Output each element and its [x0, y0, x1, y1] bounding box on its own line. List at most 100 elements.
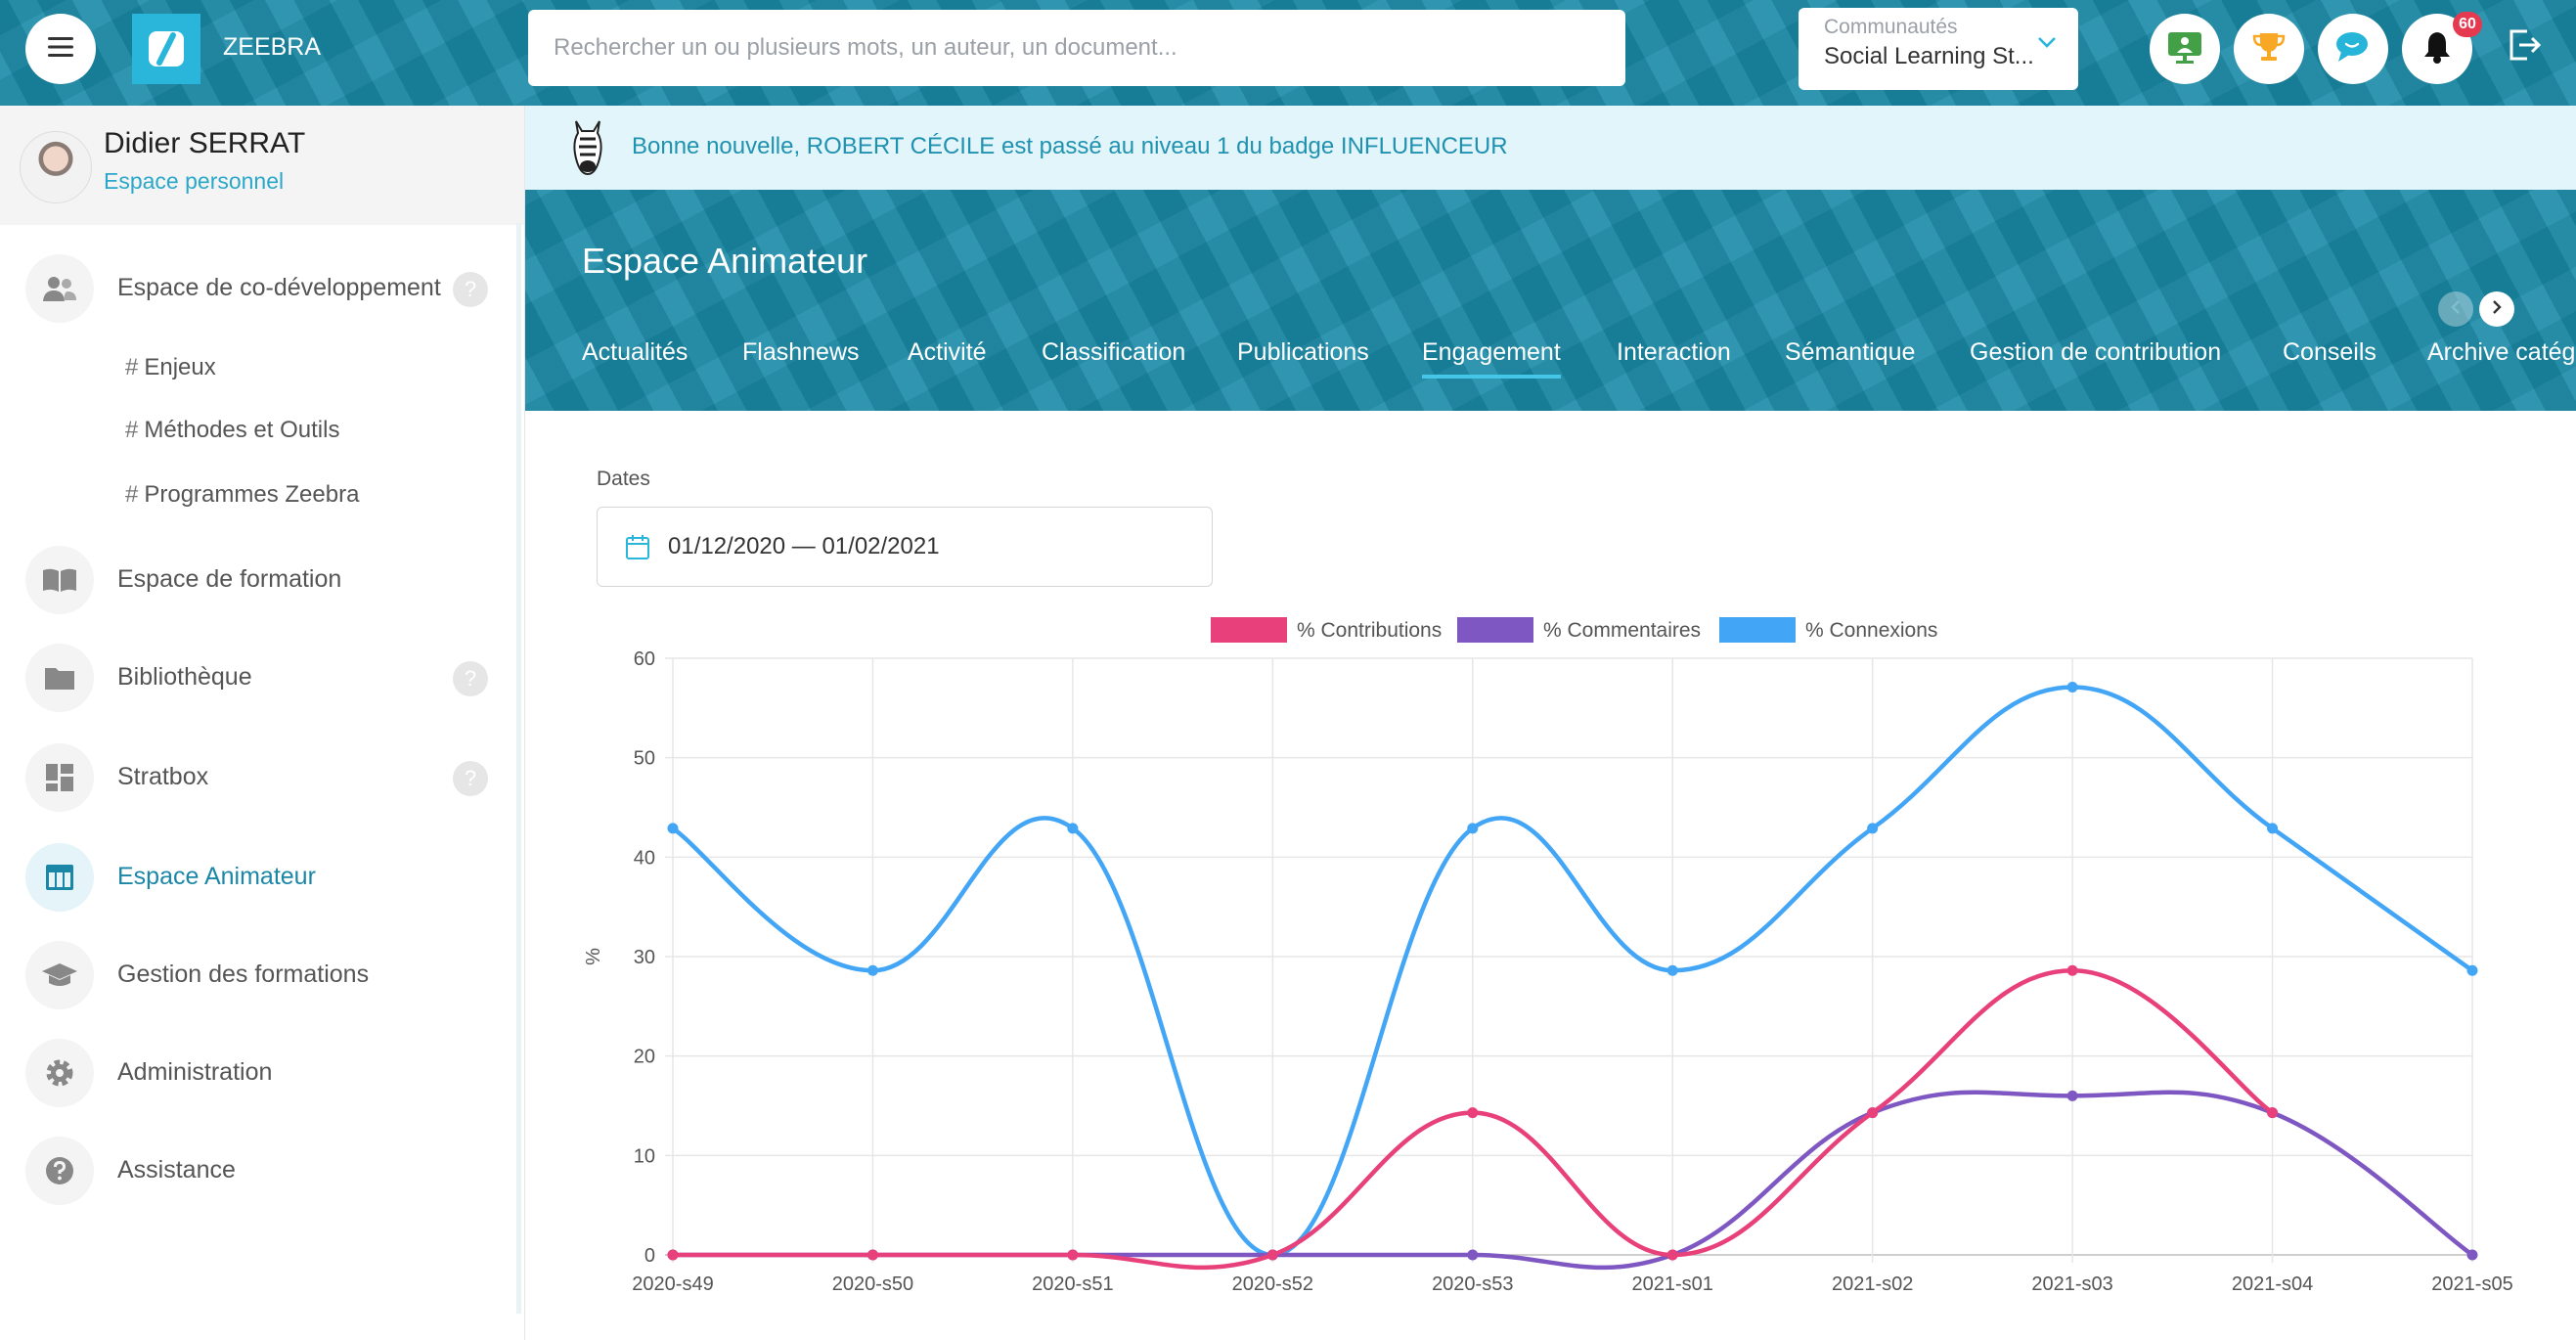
tabs-next-button[interactable] — [2479, 291, 2514, 327]
series-line — [673, 967, 2274, 1271]
trophy-button[interactable] — [2234, 14, 2304, 84]
notification-text: Bonne nouvelle, ROBERT CÉCILE est passé … — [632, 133, 1508, 159]
legend-label[interactable]: % Contributions — [1297, 619, 1442, 642]
trophy-icon — [2251, 29, 2287, 69]
data-point[interactable] — [2267, 1107, 2279, 1119]
legend-label[interactable]: % Commentaires — [1543, 619, 1701, 642]
data-point[interactable] — [866, 1249, 878, 1261]
chart-series — [667, 681, 2478, 1271]
personal-space-link[interactable]: Espace personnel — [104, 168, 285, 194]
sidebar-scrollbar[interactable] — [516, 223, 521, 1314]
tab-archive-categories[interactable]: Archive catég — [2427, 338, 2576, 366]
data-point[interactable] — [1266, 1249, 1278, 1261]
presentation-button[interactable] — [2150, 14, 2220, 84]
hash-icon: # — [125, 417, 139, 443]
series-line — [673, 1090, 2474, 1271]
tab-conseils[interactable]: Conseils — [2283, 338, 2376, 366]
graduation-cap-icon — [25, 941, 94, 1009]
data-point[interactable] — [2066, 1090, 2078, 1101]
sidebar-subitem-methodes[interactable]: # Méthodes et Outils — [125, 417, 339, 444]
tab-interaction[interactable]: Interaction — [1617, 338, 1731, 366]
brand-name: ZEEBRA — [223, 33, 322, 61]
sidebar-item-co-development[interactable]: Espace de co-développement ? — [0, 248, 524, 327]
sidebar-item-label: Espace de co-développement — [117, 274, 441, 301]
sidebar-subitem-programmes[interactable]: # Programmes Zeebra — [125, 481, 359, 509]
question-circle-icon — [25, 1137, 94, 1205]
avatar[interactable] — [20, 131, 92, 203]
data-point[interactable] — [1666, 964, 1678, 976]
search-input[interactable] — [528, 10, 1625, 86]
sidebar-item-assistance[interactable]: Assistance — [0, 1131, 524, 1209]
hash-icon: # — [125, 481, 139, 508]
sidebar-subitem-label: Méthodes et Outils — [144, 417, 340, 443]
data-point[interactable] — [1467, 1107, 1479, 1119]
y-tick-label: 30 — [634, 947, 655, 968]
sidebar-item-formation[interactable]: Espace de formation — [0, 540, 524, 618]
data-point[interactable] — [866, 964, 878, 976]
sidebar-item-label: Administration — [117, 1058, 273, 1086]
data-point[interactable] — [667, 1249, 679, 1261]
profile-name: Didier SERRAT — [104, 127, 306, 159]
tab-gestion-contribution[interactable]: Gestion de contribution — [1970, 338, 2222, 366]
tabs-prev-button[interactable] — [2438, 291, 2473, 327]
legend-label[interactable]: % Connexions — [1805, 619, 1937, 642]
legend-swatch[interactable] — [1211, 617, 1287, 643]
sidebar-item-label: Espace Animateur — [117, 863, 316, 890]
community-label: Communautés — [1824, 16, 1958, 38]
sidebar-item-stratbox[interactable]: Stratbox ? — [0, 737, 524, 816]
tab-activite[interactable]: Activité — [908, 338, 987, 366]
data-point[interactable] — [2066, 964, 2078, 976]
data-point[interactable] — [1467, 823, 1479, 834]
sidebar-subitem-enjeux[interactable]: # Enjeux — [125, 354, 216, 381]
sidebar-item-gestion-formations[interactable]: Gestion des formations — [0, 935, 524, 1013]
sidebar-subitem-label: Enjeux — [144, 354, 216, 380]
menu-button[interactable] — [25, 14, 96, 84]
tab-engagement[interactable]: Engagement — [1422, 338, 1561, 379]
sidebar-item-administration[interactable]: Administration — [0, 1033, 524, 1111]
sidebar-item-espace-animateur[interactable]: Espace Animateur — [0, 837, 524, 916]
tab-actualites[interactable]: Actualités — [582, 338, 688, 366]
data-point[interactable] — [1666, 1249, 1678, 1261]
data-point[interactable] — [2466, 1249, 2478, 1261]
dashboard-icon — [25, 743, 94, 812]
tab-classification[interactable]: Classification — [1042, 338, 1186, 366]
sidebar-item-bibliotheque[interactable]: Bibliothèque ? — [0, 638, 524, 716]
data-point[interactable] — [2466, 964, 2478, 976]
help-icon[interactable]: ? — [453, 661, 488, 696]
y-axis-label: % — [583, 948, 604, 965]
bell-icon — [2421, 29, 2453, 69]
date-range-picker[interactable]: 01/12/2020 — 01/02/2021 — [597, 507, 1213, 587]
data-point[interactable] — [1467, 1249, 1479, 1261]
profile-card[interactable]: Didier SERRAT Espace personnel — [0, 106, 524, 225]
legend-swatch[interactable] — [1457, 617, 1533, 643]
chat-button[interactable] — [2318, 14, 2388, 84]
data-point[interactable] — [1867, 1107, 1879, 1119]
logout-button[interactable] — [2506, 25, 2545, 69]
tab-publications[interactable]: Publications — [1237, 338, 1369, 366]
community-value: Social Learning St... — [1824, 43, 2034, 69]
logout-icon — [2506, 29, 2545, 68]
sidebar-item-label: Gestion des formations — [117, 960, 370, 988]
data-point[interactable] — [2066, 681, 2078, 692]
tab-semantique[interactable]: Sémantique — [1785, 338, 1916, 366]
help-icon[interactable]: ? — [453, 272, 488, 307]
legend-swatch[interactable] — [1719, 617, 1796, 643]
data-point[interactable] — [1867, 823, 1879, 834]
sidebar-item-label: Assistance — [117, 1156, 236, 1184]
chart-grid — [665, 657, 2473, 1263]
hash-icon: # — [125, 354, 139, 380]
app-logo[interactable] — [132, 14, 200, 84]
data-point[interactable] — [2267, 823, 2279, 834]
chart-legend: % Contributions % Commentaires % Connexion… — [1211, 617, 1937, 643]
x-tick-label: 2021-s05 — [2431, 1273, 2512, 1295]
data-point[interactable] — [1067, 823, 1079, 834]
y-tick-label: 20 — [634, 1047, 655, 1068]
x-axis: 2020-s49 2020-s50 2020-s51 2020-s52 2020-s53… — [632, 1273, 2512, 1295]
help-icon[interactable]: ? — [453, 761, 488, 796]
data-point[interactable] — [1067, 1249, 1079, 1261]
data-point[interactable] — [667, 823, 679, 834]
community-select[interactable]: Communautés Social Learning St... — [1799, 8, 2078, 90]
sidebar-item-label: Stratbox — [117, 763, 209, 790]
tab-flashnews[interactable]: Flashnews — [742, 338, 860, 366]
